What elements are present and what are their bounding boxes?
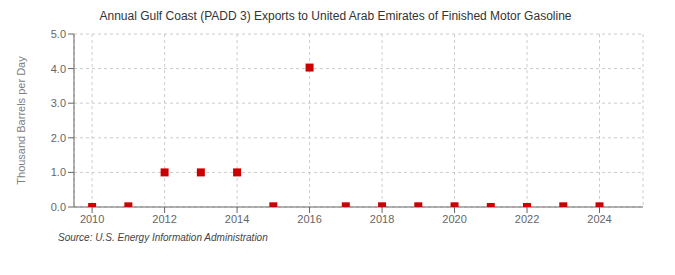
svg-text:2010: 2010 [80,213,104,225]
svg-text:2022: 2022 [515,213,539,225]
svg-text:2020: 2020 [442,213,466,225]
svg-text:3.0: 3.0 [51,97,66,109]
svg-text:2.0: 2.0 [51,132,66,144]
html-text:Source: U.S. Energy Informatio: Source: U.S. Energy Information Administ… [58,232,268,243]
svg-text:2014: 2014 [225,213,249,225]
svg-text:Thousand Barrels per Day: Thousand Barrels per Day [15,56,27,185]
svg-text:4.0: 4.0 [51,63,66,75]
svg-text:1.0: 1.0 [51,166,66,178]
svg-text:5.0: 5.0 [51,28,66,40]
svg-text:2024: 2024 [587,213,611,225]
svg-text:2016: 2016 [297,213,321,225]
svg-text:0.0: 0.0 [51,201,66,213]
html-text:Annual Gulf Coast (PADD 3) Exp: Annual Gulf Coast (PADD 3) Exports to Un… [99,9,572,23]
svg-text:2012: 2012 [152,213,176,225]
svg-text:2018: 2018 [370,213,394,225]
